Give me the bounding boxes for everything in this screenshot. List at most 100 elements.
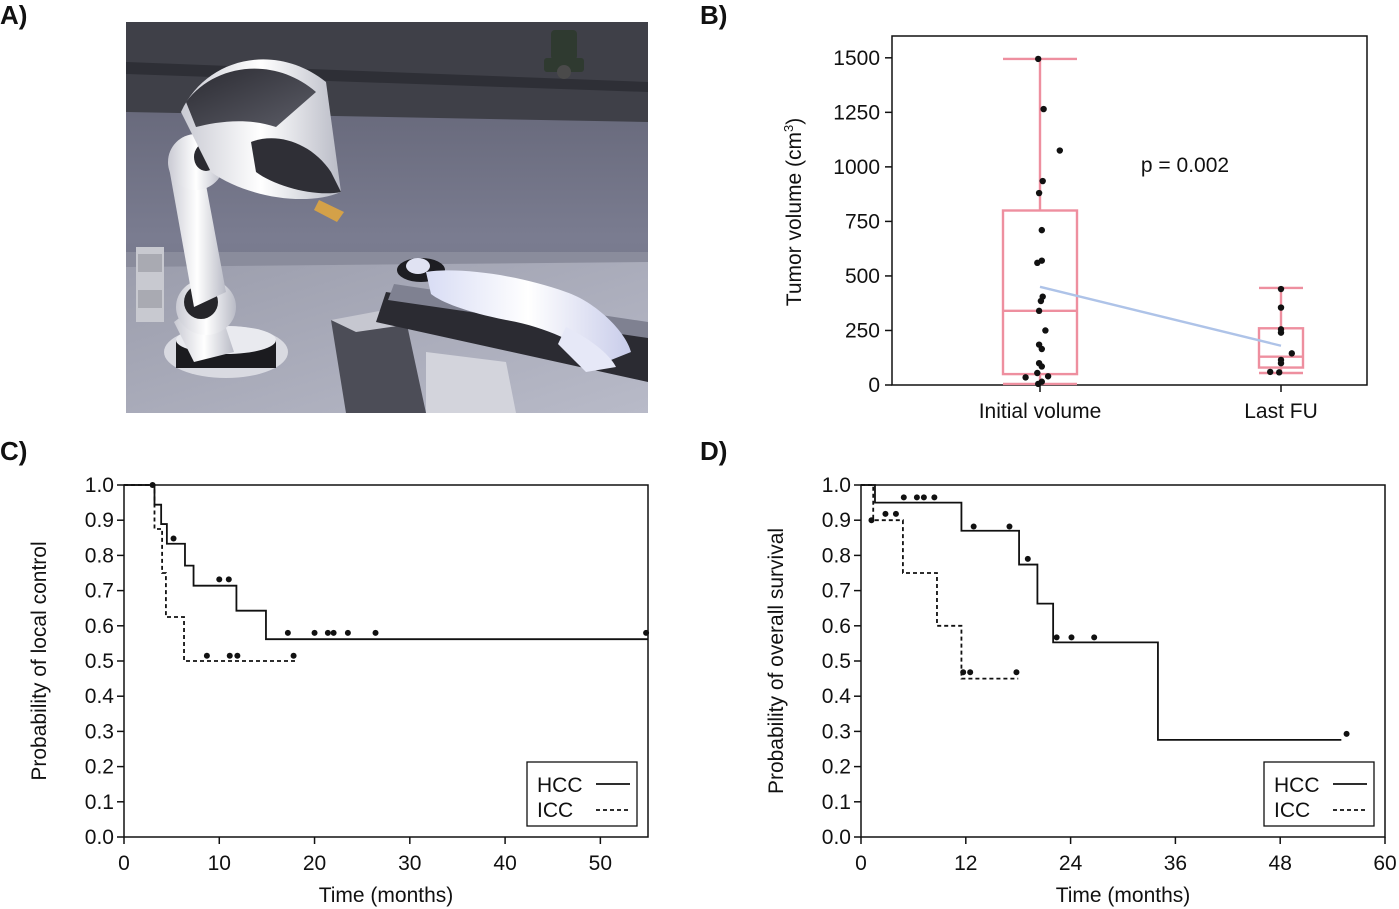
chart-b-point xyxy=(1267,368,1274,376)
chart-d-x-tick-label: 36 xyxy=(1164,852,1187,875)
chart-d-censor-hcc xyxy=(1343,730,1350,737)
chart-c-frame xyxy=(123,484,649,838)
panel-label-d: D) xyxy=(700,436,728,466)
chart-d-y-tick-label: 0.1 xyxy=(822,791,851,814)
chart-d-legend: HCC ICC xyxy=(1263,761,1375,827)
chart-b-points xyxy=(1022,55,1296,388)
chart-c-y-tick-label: 0.8 xyxy=(85,544,114,567)
chart-d-censor-hcc xyxy=(1006,523,1013,530)
chart-c-censor-hcc xyxy=(216,576,223,583)
chart-c-censor-hcc xyxy=(344,629,351,636)
panel-label-b: B) xyxy=(700,0,728,30)
chart-c-x-tick-label: 0 xyxy=(118,852,130,875)
chart-c-y-tick-label: 0.2 xyxy=(85,756,114,779)
chart-c-legend-box xyxy=(526,761,638,827)
chart-b-point xyxy=(1276,369,1283,376)
chart-d-x-tick-label: 12 xyxy=(954,852,977,875)
chart-d-y-ticks: 0.0 0.1 0.2 0.3 0.4 0.5 0.6 0.7 0.8 0.9 1.0 xyxy=(822,474,861,849)
chart-b-point xyxy=(1038,345,1046,353)
chart-b-point xyxy=(1037,297,1045,305)
chart-c-censor-hcc xyxy=(225,576,232,583)
chart-d-x-label: Time (months) xyxy=(1056,884,1191,907)
chart-b-point xyxy=(1038,257,1046,264)
chart-d-y-label: Probability of overall survival xyxy=(765,528,788,794)
chart-c-x-ticks: 0 10 20 30 40 50 xyxy=(118,837,612,875)
chart-d-x-tick-label: 60 xyxy=(1373,852,1396,875)
chart-b-y-tick-label: 250 xyxy=(845,319,880,342)
chart-d-y-tick-label: 0.3 xyxy=(822,720,851,743)
chart-b-trend xyxy=(1039,285,1282,347)
chart-b-point xyxy=(1038,226,1046,234)
chart-d-censor-hcc xyxy=(913,494,920,501)
chart-d-censor-hcc xyxy=(920,494,927,501)
chart-c-y-tick-label: 0.3 xyxy=(85,720,114,743)
chart-b-y-tick-label: 1500 xyxy=(833,47,880,70)
chart-d-censor-hcc xyxy=(931,494,938,501)
chart-d-x-tick-label: 48 xyxy=(1269,852,1292,875)
chart-d-legend-hcc: HCC xyxy=(1274,774,1320,797)
chart-b-point xyxy=(1022,374,1029,381)
chart-c-y-tick-label: 0.1 xyxy=(85,791,114,814)
chart-d-censor-hcc xyxy=(1068,634,1075,641)
chart-c-x-tick-label: 10 xyxy=(208,852,231,875)
chart-c-legend-icc: ICC xyxy=(537,799,573,822)
panel-label-c: C) xyxy=(0,436,28,466)
chart-c-y-tick-label: 1.0 xyxy=(85,474,114,497)
chart-b-box xyxy=(1257,286,1305,375)
chart-b-boxes xyxy=(1001,57,1305,386)
chart-d-censor-hcc xyxy=(970,523,977,530)
chart-b-point xyxy=(1277,356,1285,364)
chart-b-point xyxy=(1056,147,1064,154)
chart-b-point xyxy=(1277,326,1285,333)
chart-c-y-tick-label: 0.7 xyxy=(85,580,114,603)
chart-d-censor-icc xyxy=(960,669,967,676)
chart-c-censor-hcc xyxy=(372,629,379,636)
chart-c-censor-hcc xyxy=(330,629,337,636)
chart-c-y-tick-label: 0.6 xyxy=(85,615,114,638)
chart-b-point xyxy=(1044,373,1052,380)
chart-c-censor-icc xyxy=(203,652,210,659)
chart-c-legend: HCC ICC xyxy=(526,761,638,827)
chart-b-box xyxy=(1001,57,1079,386)
chart-b-point xyxy=(1277,304,1285,311)
chart-c-y-tick-label: 0.9 xyxy=(85,509,114,532)
chart-b-point xyxy=(1288,350,1296,357)
chart-c-y-ticks: 0.0 0.1 0.2 0.3 0.4 0.5 0.6 0.7 0.8 0.9 1.0 xyxy=(85,474,124,849)
chart-d-censor-icc xyxy=(892,510,899,517)
chart-b-y-tick-label: 500 xyxy=(845,265,880,288)
chart-d-y-tick-label: 0.5 xyxy=(822,650,851,673)
chart-b-point xyxy=(1042,327,1049,334)
chart-b-point xyxy=(1040,105,1047,113)
chart-b-point xyxy=(1035,307,1043,315)
chart-d-censor-hcc xyxy=(1024,555,1031,562)
chart-b-point xyxy=(1277,329,1285,336)
chart-c-x-tick-label: 40 xyxy=(493,852,516,875)
chart-d-y-tick-label: 0.4 xyxy=(822,685,852,708)
chart-d-y-tick-label: 0.8 xyxy=(822,544,851,567)
chart-b-iqr-box xyxy=(1001,209,1079,376)
chart-d-y-tick-label: 0.0 xyxy=(822,826,851,849)
chart-d-censor-icc xyxy=(868,517,875,524)
chart-d-censor-hcc xyxy=(1091,634,1098,641)
chart-c-censor-icc xyxy=(290,652,297,659)
chart-b-point xyxy=(1035,341,1043,348)
chart-b-y-tick-label: 1250 xyxy=(833,101,880,124)
chart-b-y-label-end: ) xyxy=(783,118,806,125)
chart-d-x-tick-label: 0 xyxy=(855,852,867,875)
chart-d-curve-icc xyxy=(861,484,1019,680)
chart-b-point xyxy=(1035,189,1043,197)
chart-d-y-tick-label: 1.0 xyxy=(822,474,851,497)
chart-b-y-label-sup: 3 xyxy=(781,125,796,132)
chart-d-curve-hcc xyxy=(861,484,1342,741)
chart-c-legend-hcc: HCC xyxy=(537,774,583,797)
chart-b-annotation: p = 0.002 xyxy=(1141,154,1229,177)
chart-b-point xyxy=(1038,378,1046,385)
chart-d-censor-icc xyxy=(967,669,974,676)
chart-c-censor-hcc xyxy=(170,535,177,542)
chart-c-censor-hcc xyxy=(324,629,331,636)
chart-c-y-tick-label: 0.0 xyxy=(85,826,114,849)
chart-d-y-tick-label: 0.7 xyxy=(822,580,851,603)
chart-b-x-tick-label: Initial volume xyxy=(979,400,1102,423)
chart-b-point xyxy=(1034,259,1041,267)
chart-c-series xyxy=(124,482,650,662)
